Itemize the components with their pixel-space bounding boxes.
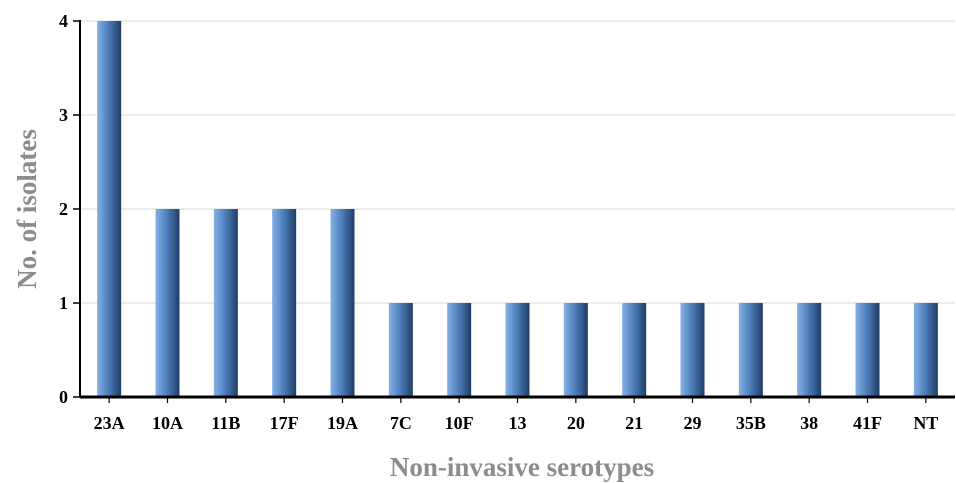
axes bbox=[73, 20, 955, 403]
y-tick-label: 1 bbox=[59, 293, 68, 313]
bar-17f bbox=[272, 209, 297, 397]
x-tick-label: 13 bbox=[509, 413, 527, 433]
gridlines bbox=[80, 20, 955, 304]
x-tick-label: 7C bbox=[390, 413, 412, 433]
x-tick-label: 21 bbox=[625, 413, 643, 433]
x-tick-label: 10F bbox=[445, 413, 474, 433]
bar-38 bbox=[797, 303, 822, 397]
bar-7c bbox=[388, 303, 413, 397]
x-tick-labels: 23A 10A 11B 17F 19A 7C 10F 13 20 21 29 35B 38 41F NT bbox=[94, 413, 939, 433]
x-tick-label: 23A bbox=[94, 413, 125, 433]
bar-41f bbox=[855, 303, 880, 397]
bar-10a bbox=[155, 209, 180, 397]
bar-21 bbox=[622, 303, 647, 397]
x-tick-label: 10A bbox=[152, 413, 183, 433]
y-tick-label: 3 bbox=[59, 105, 68, 125]
bar-35b bbox=[738, 303, 763, 397]
x-tick-label: 38 bbox=[800, 413, 818, 433]
bar-23a bbox=[97, 21, 122, 397]
y-axis-label: No. of isolates bbox=[12, 129, 42, 289]
x-tick-label: NT bbox=[913, 413, 938, 433]
bar-29 bbox=[680, 303, 705, 397]
bar-20 bbox=[563, 303, 588, 397]
y-tick-label: 4 bbox=[59, 11, 68, 31]
y-tick-label: 0 bbox=[59, 387, 68, 407]
y-tick-label: 2 bbox=[59, 199, 68, 219]
x-tick-label: 20 bbox=[567, 413, 585, 433]
x-tick-label: 29 bbox=[684, 413, 702, 433]
y-tick-labels: 0 1 2 3 4 bbox=[59, 11, 68, 407]
bar-nt bbox=[913, 303, 938, 397]
bar-19a bbox=[330, 209, 355, 397]
x-tick-label: 19A bbox=[327, 413, 358, 433]
x-axis-label: Non-invasive serotypes bbox=[390, 452, 654, 482]
x-tick-label: 35B bbox=[736, 413, 766, 433]
bar-10f bbox=[447, 303, 472, 397]
x-tick-label: 17F bbox=[270, 413, 299, 433]
bar-11b bbox=[213, 209, 238, 397]
x-tick-label: 41F bbox=[853, 413, 882, 433]
bar-13 bbox=[505, 303, 530, 397]
bars bbox=[97, 21, 938, 397]
x-tick-label: 11B bbox=[211, 413, 240, 433]
